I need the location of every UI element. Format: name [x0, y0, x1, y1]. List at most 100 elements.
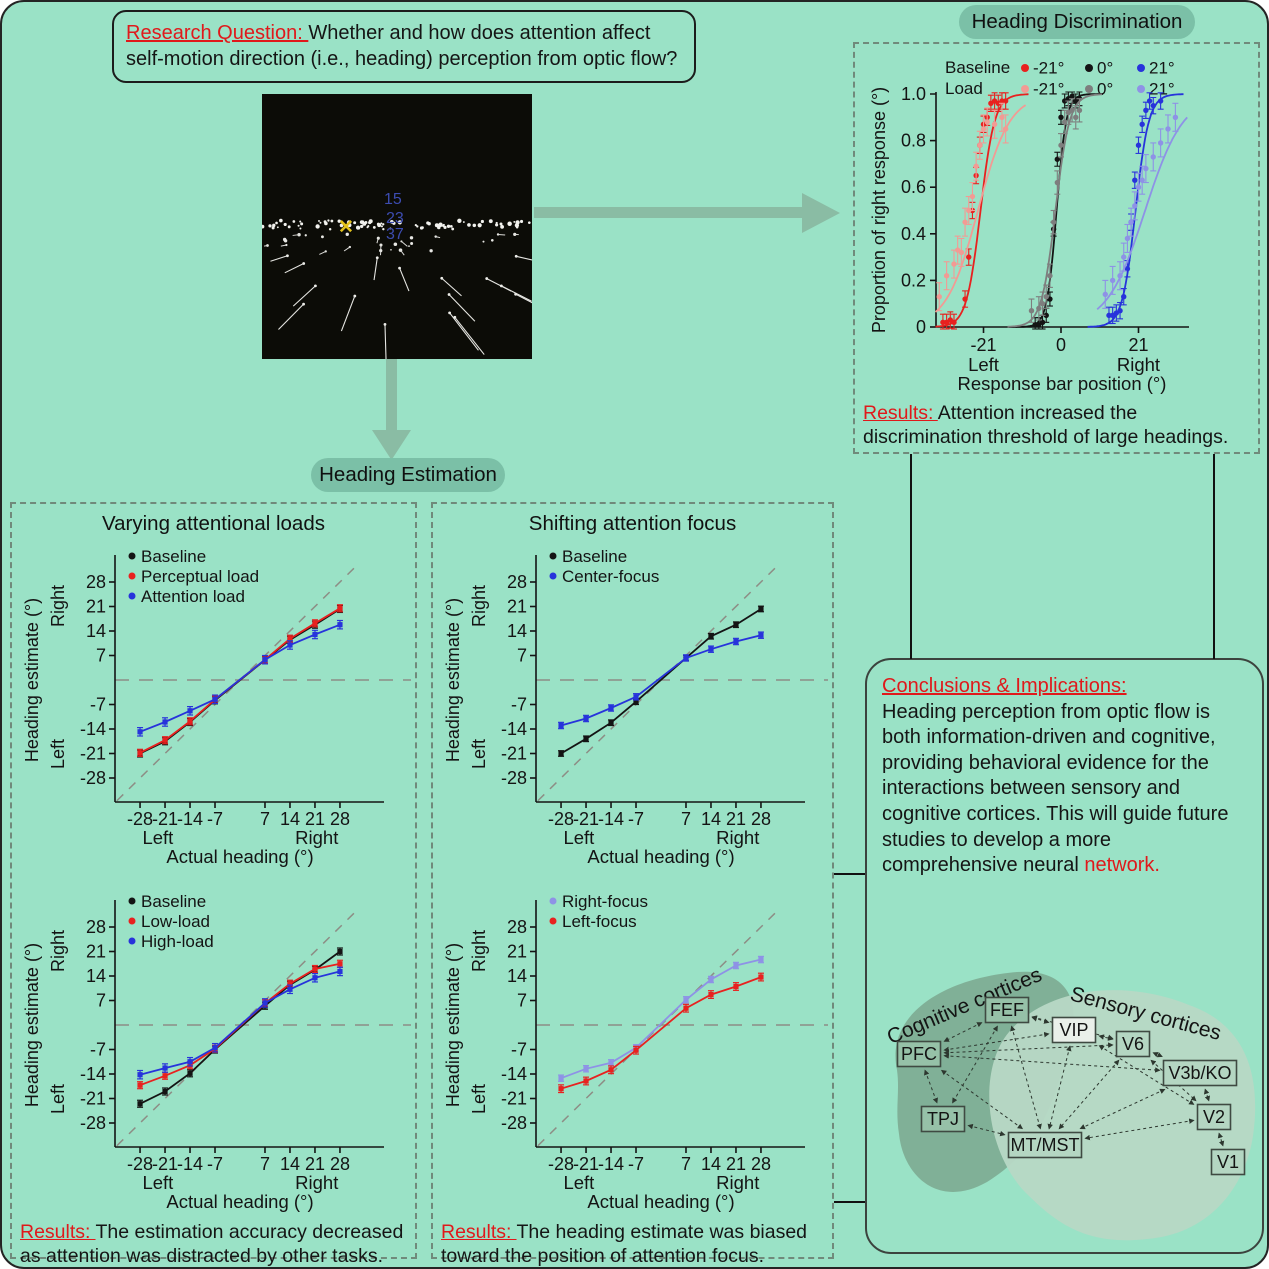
svg-text:21: 21	[726, 1154, 746, 1174]
svg-text:Left: Left	[142, 1172, 173, 1193]
plot-title-shifting-focus: Shifting attention focus	[528, 512, 737, 535]
discrimination-plot: Baseline -21° 0° 21° Load -21° 0° 21° 0 0.2 0.4 0.6…	[869, 58, 1189, 394]
svg-text:Left: Left	[142, 827, 173, 848]
svg-text:Low-load: Low-load	[141, 912, 210, 931]
svg-text:0°: 0°	[1097, 59, 1113, 78]
svg-text:-28: -28	[501, 768, 527, 788]
network-node-v3b-ko: V3b/KO	[1162, 1059, 1238, 1087]
conclusions-body-highlight: network.	[1084, 854, 1160, 877]
research-question-text: Whether and how does attention affect se…	[126, 22, 678, 71]
svg-text:-7: -7	[207, 1154, 223, 1174]
arrow-to-discrimination	[534, 193, 840, 233]
svg-text:14: 14	[507, 621, 527, 641]
optic-flow-image	[260, 94, 549, 375]
research-question-label: Research Question:	[126, 22, 309, 44]
svg-text:7: 7	[96, 646, 106, 666]
svg-text:0.2: 0.2	[901, 270, 926, 290]
svg-text:0.6: 0.6	[901, 177, 926, 197]
brain-network-diagram: Cognitive cortices Sensory corticesFEFPFC…	[884, 963, 1256, 1241]
svg-text:-21: -21	[152, 1154, 178, 1174]
svg-text:7: 7	[681, 809, 691, 829]
svg-text:-14: -14	[80, 1064, 106, 1084]
svg-text:28: 28	[751, 1154, 771, 1174]
svg-text:Baseline: Baseline	[945, 58, 1010, 77]
svg-text:7: 7	[96, 991, 106, 1011]
fixation-cross-icon: ✕	[338, 217, 354, 238]
svg-text:14: 14	[507, 966, 527, 986]
svg-text:V2: V2	[1203, 1107, 1225, 1127]
optic-flow-stimulus: 15 23 37 ✕	[260, 94, 549, 375]
heading-number-15: 15	[384, 191, 402, 208]
svg-text:Baseline: Baseline	[562, 547, 627, 566]
svg-text:-21: -21	[80, 744, 106, 764]
svg-text:Left: Left	[469, 1084, 489, 1114]
results-label: Results:	[20, 1221, 96, 1243]
svg-text:14: 14	[280, 809, 300, 829]
svg-text:Left: Left	[48, 1084, 68, 1114]
svg-text:-21: -21	[573, 809, 599, 829]
svg-text:V6: V6	[1122, 1034, 1144, 1054]
svg-text:FEF: FEF	[990, 1000, 1024, 1020]
svg-text:High-load: High-load	[141, 932, 214, 951]
svg-text:-28: -28	[127, 809, 153, 829]
network-node-tpj: TPJ	[920, 1105, 966, 1133]
svg-text:Heading estimate (°): Heading estimate (°)	[443, 598, 463, 762]
svg-text:14: 14	[280, 1154, 300, 1174]
network-node-fef: FEF	[984, 996, 1030, 1024]
svg-text:-14: -14	[80, 719, 106, 739]
svg-text:-14: -14	[501, 1064, 527, 1084]
svg-text:Heading estimate (°): Heading estimate (°)	[22, 943, 42, 1107]
svg-text:14: 14	[86, 966, 106, 986]
svg-text:Heading estimate (°): Heading estimate (°)	[443, 943, 463, 1107]
svg-text:7: 7	[681, 1154, 691, 1174]
plot-title-varying-loads: Varying attentional loads	[102, 512, 325, 535]
svg-text:14: 14	[701, 1154, 721, 1174]
svg-text:Left-focus: Left-focus	[562, 912, 637, 931]
svg-text:-7: -7	[511, 1040, 527, 1060]
svg-text:-7: -7	[628, 809, 644, 829]
svg-text:0: 0	[916, 317, 926, 337]
svg-text:Actual heading (°): Actual heading (°)	[587, 1191, 734, 1212]
svg-text:-14: -14	[501, 719, 527, 739]
svg-text:Actual heading (°): Actual heading (°)	[166, 846, 313, 867]
svg-text:21°: 21°	[1149, 80, 1175, 99]
svg-text:-21: -21	[573, 1154, 599, 1174]
svg-text:-7: -7	[628, 1154, 644, 1174]
network-node-v2: V2	[1196, 1103, 1232, 1131]
svg-text:28: 28	[507, 572, 527, 592]
svg-text:-14: -14	[177, 1154, 203, 1174]
svg-text:-14: -14	[177, 809, 203, 829]
estimation-focus-panel: Shifting attention focus 28 21 14 7 -7 -14 -21…	[431, 502, 834, 1267]
svg-text:-21: -21	[80, 1089, 106, 1109]
svg-text:Left: Left	[968, 354, 999, 375]
svg-text:-21°: -21°	[1033, 59, 1064, 78]
svg-text:-28: -28	[80, 768, 106, 788]
svg-text:-28: -28	[501, 1113, 527, 1133]
svg-text:Right: Right	[469, 585, 489, 627]
svg-text:Right: Right	[716, 827, 759, 848]
svg-text:21: 21	[726, 809, 746, 829]
svg-text:21: 21	[305, 809, 325, 829]
svg-text:Right-focus: Right-focus	[562, 892, 648, 911]
svg-text:-28: -28	[80, 1113, 106, 1133]
research-question-box: Research Question: Whether and how does …	[112, 10, 696, 83]
svg-text:0: 0	[1056, 335, 1066, 355]
discrimination-results: Results: Attention increased the discrim…	[855, 401, 1259, 449]
svg-text:21: 21	[1128, 335, 1148, 355]
svg-text:21: 21	[507, 942, 527, 962]
svg-text:Left: Left	[563, 827, 594, 848]
svg-text:0.4: 0.4	[901, 224, 926, 244]
svg-text:Load: Load	[945, 79, 983, 98]
heading-number-37: 37	[386, 226, 404, 243]
svg-text:Heading estimate (°): Heading estimate (°)	[22, 598, 42, 762]
svg-text:-7: -7	[90, 695, 106, 715]
network-node-pfc: PFC	[896, 1040, 942, 1068]
svg-text:28: 28	[330, 809, 350, 829]
svg-text:0°: 0°	[1097, 80, 1113, 99]
results-label: Results:	[441, 1221, 517, 1243]
